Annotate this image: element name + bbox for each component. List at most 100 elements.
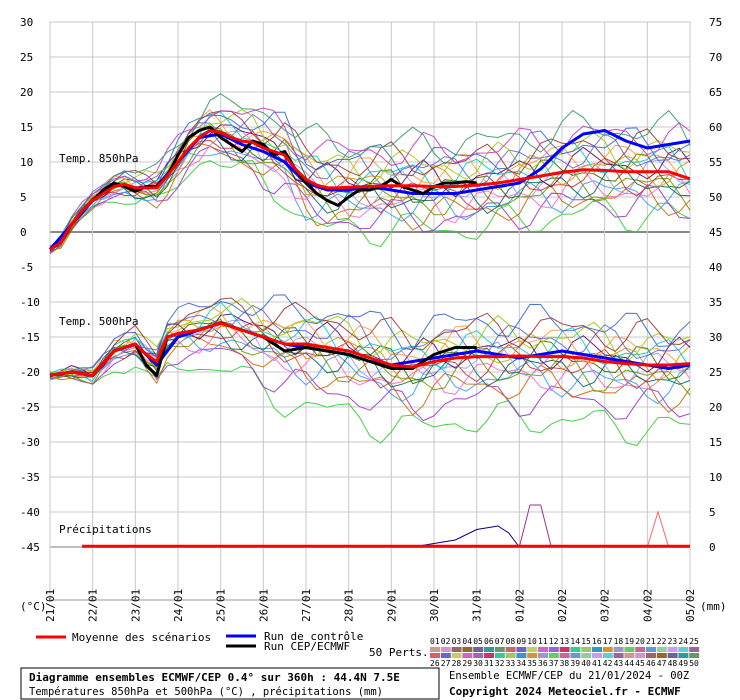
pert-swatch (581, 647, 592, 652)
y-left-tick-label: 10 (20, 156, 33, 169)
pert-label: 06 (484, 637, 494, 646)
pert-swatch (473, 653, 484, 658)
x-tick-label: 01/02 (513, 589, 526, 622)
ensemble-member-t850 (49, 93, 691, 249)
pert-swatch (667, 647, 678, 652)
pert-swatch (430, 647, 440, 652)
pert-label: 20 (635, 637, 645, 646)
pert-label: 23 (668, 637, 678, 646)
y-right-tick-label: 30 (709, 331, 722, 344)
pert-swatch (516, 647, 527, 652)
x-tick-label: 30/01 (428, 589, 441, 622)
ensemble-member-t850 (49, 145, 691, 247)
pert-label: 02 (441, 637, 451, 646)
pert-swatch (602, 653, 613, 658)
pert-swatch (624, 647, 635, 652)
y-left-tick-label: 25 (20, 51, 33, 64)
pert-swatch (494, 647, 505, 652)
x-tick-label: 02/02 (556, 589, 569, 622)
pert-label: 08 (506, 637, 516, 646)
pert-label: 37 (549, 659, 559, 668)
legend: Moyenne des scénarios Run de contrôle Ru… (36, 630, 700, 668)
pert-label: 29 (462, 659, 472, 668)
pert-swatch (516, 653, 527, 658)
ensemble-member-t500 (49, 347, 691, 422)
pert-swatch (462, 647, 473, 652)
x-tick-label: 29/01 (385, 589, 398, 622)
precip-member (646, 510, 680, 548)
footer-title: Diagramme ensembles ECMWF/CEP 0.4° sur 3… (29, 671, 400, 684)
panel-label-t850: Temp. 850hPa (59, 152, 138, 165)
copyright: Copyright 2024 Meteociel.fr - ECMWF (449, 685, 681, 698)
pert-swatch (505, 647, 516, 652)
pert-label: 07 (495, 637, 505, 646)
x-tick-label: 25/01 (215, 589, 228, 622)
y-right-tick-label: 40 (709, 261, 722, 274)
pert-label: 35 (527, 659, 537, 668)
highlight-series (48, 125, 691, 548)
pert-swatch (484, 653, 494, 658)
y-left-tick-label: -45 (20, 541, 40, 554)
plot-grid (49, 21, 691, 601)
pert-label: 15 (581, 637, 591, 646)
pert-swatch (592, 647, 602, 652)
pert-swatch (451, 647, 462, 652)
pert-label: 09 (516, 637, 526, 646)
pert-label: 30 (473, 659, 483, 668)
x-tick-label: 22/01 (87, 589, 100, 622)
pert-label: 13 (560, 637, 570, 646)
pert-swatch (689, 653, 700, 658)
pert-swatch (451, 653, 462, 658)
x-tick-label: 27/01 (300, 589, 313, 622)
y-right-tick-label: 55 (709, 156, 722, 169)
y-left-tick-label: 0 (20, 226, 27, 239)
pert-label: 27 (441, 659, 451, 668)
legend-hres-label: Run CEP/ECMWF (264, 640, 350, 653)
x-tick-label: 31/01 (471, 589, 484, 622)
pert-label: 32 (495, 659, 505, 668)
pert-swatch (505, 653, 516, 658)
pert-label: 19 (624, 637, 634, 646)
ensemble-info: Ensemble ECMWF/CEP du 21/01/2024 - 00Z (449, 670, 689, 682)
pert-label: 12 (549, 637, 559, 646)
pert-label: 45 (635, 659, 645, 668)
pert-swatch (538, 653, 548, 658)
y-right-tick-label: 20 (709, 401, 722, 414)
footer-box (20, 667, 440, 700)
pert-swatch (570, 647, 581, 652)
pert-swatch (559, 647, 570, 652)
pert-swatch (462, 653, 473, 658)
y-right-tick-label: 0 (709, 541, 716, 554)
y-left-tick-label: -30 (20, 436, 40, 449)
pert-swatch (678, 647, 689, 652)
pert-label: 41 (592, 659, 602, 668)
ensemble-member-t500 (49, 294, 691, 380)
pert-label: 48 (668, 659, 678, 668)
pert-swatch (646, 647, 656, 652)
pert-label: 14 (570, 637, 580, 646)
series-mean-t850 (49, 129, 691, 251)
pert-label: 18 (614, 637, 624, 646)
pert-label: 03 (452, 637, 462, 646)
pert-swatch (538, 647, 548, 652)
y-right-tick-label: 5 (709, 506, 716, 519)
pert-label: 01 (430, 637, 440, 646)
pert-swatch (440, 653, 451, 658)
pert-label: 34 (516, 659, 526, 668)
pert-swatch (581, 653, 592, 658)
y-right-tick-label: 75 (709, 16, 722, 29)
y-right-tick-label: 35 (709, 296, 722, 309)
pert-swatch (624, 653, 635, 658)
y-left-unit: (°C) (20, 600, 47, 613)
y-right-tick-label: 65 (709, 86, 722, 99)
pert-swatch (678, 653, 689, 658)
pert-label: 46 (646, 659, 656, 668)
x-tick-label: 05/02 (684, 589, 697, 622)
pert-label: 22 (657, 637, 667, 646)
pert-swatch (646, 653, 656, 658)
pert-swatch (602, 647, 613, 652)
ensemble-member-t850 (49, 107, 691, 254)
panel-label-precip: Précipitations (59, 523, 152, 536)
pert-swatch (473, 647, 484, 652)
